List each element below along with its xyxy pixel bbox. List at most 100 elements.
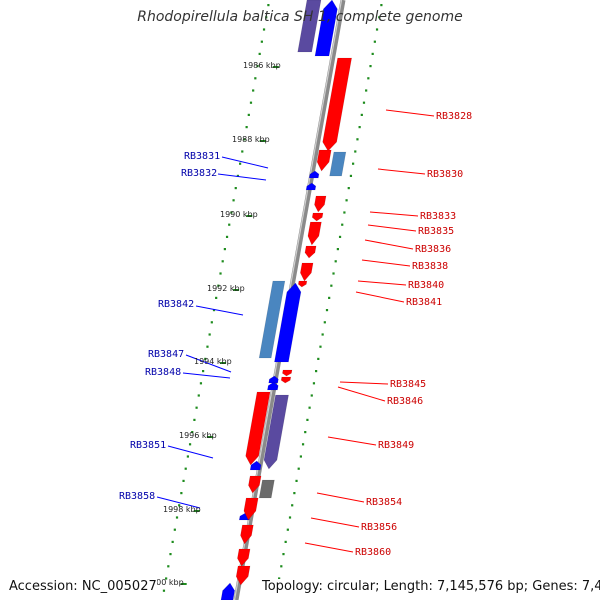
- tick-dot: [175, 516, 179, 519]
- gene-label-forward[interactable]: RB3831: [184, 151, 220, 162]
- gene-arrow-reverse: [322, 57, 353, 152]
- tick-dot: [373, 40, 376, 43]
- gene-label-reverse[interactable]: RB3860: [355, 547, 391, 558]
- gene-label-reverse[interactable]: RB3840: [408, 280, 444, 291]
- gene-label-reverse[interactable]: RB3835: [418, 226, 454, 237]
- tick-dot: [321, 333, 324, 336]
- tick-dot: [165, 577, 168, 580]
- tick-dot: [282, 553, 285, 556]
- tick-dot: [334, 260, 337, 263]
- tick-dot: [288, 516, 292, 519]
- tick-dot: [365, 89, 368, 92]
- tick-dot: [178, 504, 181, 507]
- leader-line: [364, 239, 414, 250]
- tick-dot: [330, 284, 333, 287]
- gene-label-reverse[interactable]: RB3833: [420, 211, 456, 222]
- tick-dot: [362, 101, 366, 104]
- tick-dot: [241, 150, 244, 153]
- tick-dot: [221, 260, 224, 263]
- tick-dot: [308, 406, 311, 409]
- gene-arrow-reverse: [311, 212, 324, 222]
- gene-arrow-reverse: [263, 394, 289, 470]
- gene-arrow-reverse: [245, 391, 271, 466]
- leader-line: [185, 354, 232, 373]
- tick-dot: [310, 394, 313, 397]
- leader-line: [221, 156, 269, 169]
- tick-dot: [304, 431, 307, 434]
- tick-dot: [171, 540, 174, 543]
- tick-dot: [286, 528, 289, 531]
- gene-arrow-reverse: [300, 262, 314, 282]
- tick-dot: [217, 284, 220, 287]
- gene-label-reverse[interactable]: RB3838: [412, 261, 448, 272]
- tick-dot: [328, 296, 331, 299]
- tick-dot: [239, 162, 242, 165]
- gene-label-reverse[interactable]: RB3828: [436, 111, 472, 122]
- gene-arrow-reverse: [248, 475, 262, 494]
- tick-dot: [323, 321, 326, 324]
- tick-dot: [204, 357, 207, 360]
- gene-arrow-reverse: [280, 376, 292, 384]
- tick-dot: [180, 492, 183, 495]
- gene-arrow-reverse: [235, 565, 251, 586]
- tick-dot: [162, 589, 166, 592]
- tick-dot: [367, 77, 370, 80]
- gene-arrow-forward: [314, 0, 338, 57]
- gene-label-forward[interactable]: RB3832: [181, 168, 217, 179]
- tick-dot: [345, 199, 348, 202]
- gene-arrow-forward: [267, 381, 279, 391]
- tick-dot: [343, 211, 346, 214]
- gene-block: [258, 479, 275, 499]
- gene-label-reverse[interactable]: RB3846: [387, 396, 423, 407]
- gene-label-reverse[interactable]: RB3854: [366, 497, 402, 508]
- gene-label-reverse[interactable]: RB3845: [390, 379, 426, 390]
- gene-label-forward[interactable]: RB3847: [148, 349, 184, 360]
- gene-label-reverse[interactable]: RB3856: [361, 522, 397, 533]
- genome-summary-text: Topology: circular; Length: 7,145,576 bp…: [262, 579, 600, 594]
- tick-dot: [354, 150, 357, 153]
- kbp-label: 2000 kbp: [146, 578, 184, 587]
- tick-dot: [228, 223, 231, 226]
- tick-dot: [219, 272, 222, 275]
- leader-line: [337, 386, 386, 402]
- gene-label-forward[interactable]: RB3848: [145, 367, 181, 378]
- tick-dot: [193, 418, 196, 421]
- tick-dot: [299, 455, 302, 458]
- leader-line: [369, 211, 419, 217]
- tick-dot: [278, 577, 281, 580]
- leader-line: [156, 496, 201, 509]
- tick-dot: [358, 126, 361, 129]
- gene-arrow-reverse: [307, 221, 322, 246]
- gene-label-reverse[interactable]: RB3836: [415, 244, 451, 255]
- gene-label-reverse[interactable]: RB3841: [406, 297, 442, 308]
- tick-dot: [306, 418, 309, 421]
- tick-dot: [225, 235, 229, 238]
- leader-line: [355, 291, 405, 303]
- leader-line: [385, 109, 435, 117]
- gene-arrow-forward: [220, 582, 235, 600]
- label-leaders: [156, 109, 435, 553]
- tick-dots: [162, 4, 383, 592]
- kbp-label: 1990 kbp: [220, 210, 258, 219]
- tick-dot: [247, 113, 250, 116]
- gene-arrow-forward: [274, 282, 302, 363]
- gene-label-forward[interactable]: RB3858: [119, 491, 155, 502]
- gene-label-reverse[interactable]: RB3830: [427, 169, 463, 180]
- tick-dot: [206, 345, 209, 348]
- tick-dot: [297, 467, 300, 470]
- kbp-label: 1988 kbp: [232, 135, 270, 144]
- tick-dot: [212, 309, 216, 312]
- leader-line: [357, 280, 407, 286]
- tick-dot: [356, 138, 359, 141]
- gene-arrow-reverse: [237, 548, 251, 567]
- tick-dot: [338, 235, 342, 238]
- tick-dot: [349, 174, 353, 177]
- gene-label-forward[interactable]: RB3851: [130, 440, 166, 451]
- accession-text: Accession: NC_005027: [9, 579, 157, 594]
- gene-arrow-reverse: [282, 369, 293, 377]
- tick-dot: [325, 309, 329, 312]
- gene-label-reverse[interactable]: RB3849: [378, 440, 414, 451]
- tick-dot: [234, 187, 237, 190]
- gene-arrow-reverse: [314, 195, 327, 213]
- gene-label-forward[interactable]: RB3842: [158, 299, 194, 310]
